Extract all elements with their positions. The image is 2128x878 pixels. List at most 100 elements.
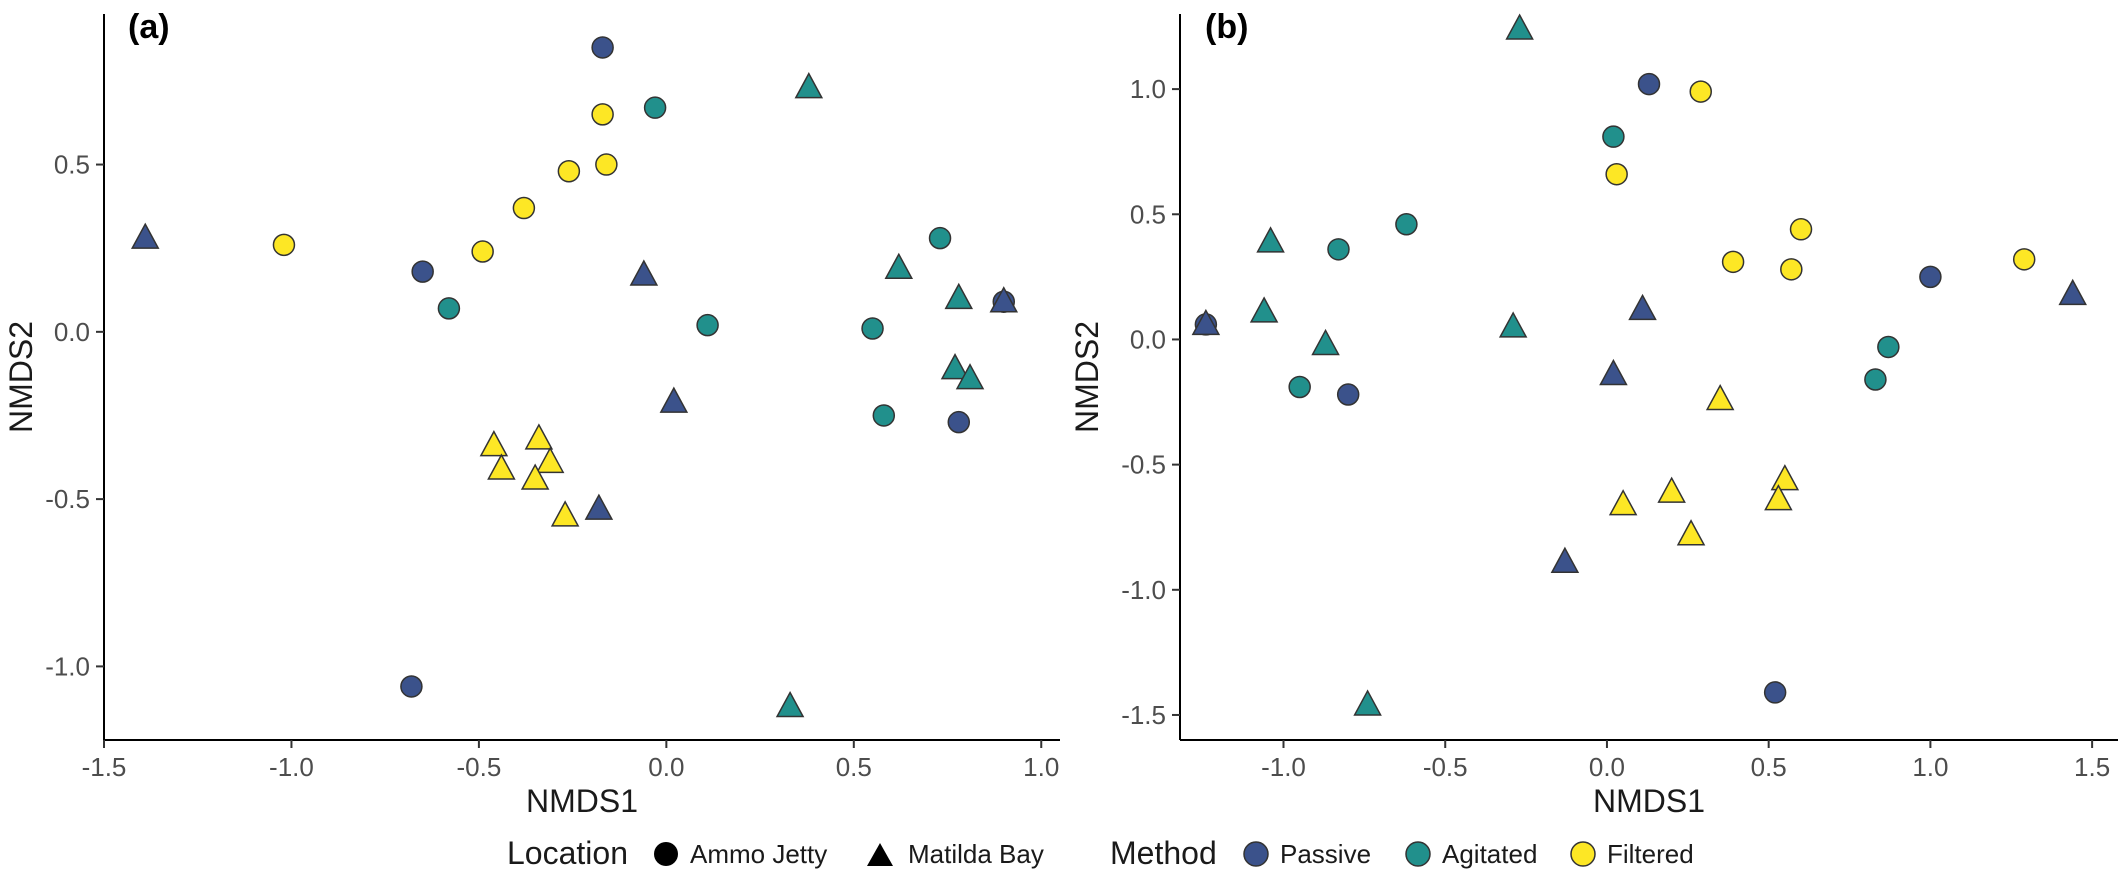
panel-a-point-filtered-circle xyxy=(471,240,494,263)
panel-a-y-axis-title: NMDS2 xyxy=(3,321,39,433)
panel-b-x-tick-label: 1.5 xyxy=(2074,752,2110,782)
panel-b-point-filtered-triangle xyxy=(1705,383,1735,411)
panel-a-point-filtered-triangle xyxy=(520,463,550,490)
legend-filtered-swatch xyxy=(1570,841,1596,867)
legend-triangle-icon xyxy=(867,843,893,866)
panel-b-x-tick-label: -1.0 xyxy=(1261,752,1306,782)
panel-a-point-passive-circle xyxy=(400,675,423,698)
panel-a-point-agitated-triangle xyxy=(944,282,974,310)
panel-a-point-filtered-triangle xyxy=(524,423,554,450)
legend-ammo-jetty-label: Ammo Jetty xyxy=(690,839,827,869)
panel-a-point-agitated-circle xyxy=(861,317,884,340)
panel-b-point-passive-circle xyxy=(1763,681,1787,704)
panel-b-point-agitated-circle xyxy=(1288,375,1311,399)
panel-a-point-passive-triangle xyxy=(659,386,689,413)
panel-b-point-agitated-triangle xyxy=(1498,311,1528,338)
panel-a-point-passive-triangle xyxy=(989,286,1019,313)
panel-a-y-tick-label: -1.0 xyxy=(45,651,90,681)
panel-a-point-passive-circle xyxy=(947,410,971,434)
panel-b-point-agitated-triangle xyxy=(1505,13,1534,40)
panel-b-x-axis-title: NMDS1 xyxy=(1593,783,1705,819)
panel-b-point-agitated-triangle xyxy=(1311,328,1340,356)
legend-agitated-swatch xyxy=(1405,841,1431,867)
panel-b-point-passive-circle xyxy=(1637,72,1661,96)
panel-b-point-filtered-circle xyxy=(1789,218,1813,241)
panel-a-point-filtered-circle xyxy=(272,233,296,257)
panel-b-point-filtered-circle xyxy=(1721,250,1745,274)
panel-b-point-filtered-triangle xyxy=(1676,519,1706,546)
panel-b-point-agitated-circle xyxy=(1395,213,1418,236)
legend-location-title: Location xyxy=(507,835,628,871)
panel-b-point-filtered-circle xyxy=(2012,248,2036,271)
panel-b-x-tick-label: 0.5 xyxy=(1751,752,1787,782)
panel-a-point-agitated-circle xyxy=(696,313,719,337)
panel-a-point-passive-triangle xyxy=(130,222,160,249)
panel-a-point-agitated-triangle xyxy=(884,252,914,280)
panel-b-y-tick-label: 1.0 xyxy=(1130,74,1166,104)
panel-a-point-filtered-triangle xyxy=(487,453,516,480)
panel-b-point-agitated-circle xyxy=(1864,368,1887,391)
panel-b-point-passive-triangle xyxy=(1628,293,1657,321)
panel-a-point-passive-triangle xyxy=(629,259,659,286)
panel-a-point-passive-circle xyxy=(411,260,434,283)
legend-method-title: Method xyxy=(1110,835,1217,871)
panel-b-y-tick-label: 0.0 xyxy=(1130,324,1166,354)
panel-b-point-filtered-triangle xyxy=(1770,464,1800,491)
panel-a-point-agitated-circle xyxy=(928,226,952,250)
panel-a-point-agitated-triangle xyxy=(955,363,985,390)
panel-b-y-tick-label: -1.0 xyxy=(1121,575,1166,605)
panel-b-point-filtered-circle xyxy=(1780,258,1803,281)
panel-a-x-tick-label: 0.5 xyxy=(836,752,872,782)
panel-b-point-agitated-triangle xyxy=(1249,296,1279,323)
legend-matilda-bay-label: Matilda Bay xyxy=(908,839,1044,869)
panel-b-point-filtered-triangle xyxy=(1657,476,1686,503)
panel-a-x-tick-label: 1.0 xyxy=(1023,752,1059,782)
panel-b-point-passive-triangle xyxy=(1191,308,1221,336)
panel-a-point-agitated-triangle xyxy=(775,690,805,718)
panel-b-point-filtered-triangle xyxy=(1764,484,1793,511)
panel-b-point-passive-circle xyxy=(1919,265,1942,289)
panel-a-point-filtered-triangle xyxy=(479,430,509,457)
panel-b-point-agitated-triangle xyxy=(1353,689,1382,716)
panel-a-point-agitated-circle xyxy=(872,404,896,427)
panel-b-point-agitated-circle xyxy=(1602,125,1625,148)
panel-a-point-filtered-triangle xyxy=(550,500,580,527)
panel-b-x-tick-label: 0.0 xyxy=(1589,752,1625,782)
panel-b-x-tick-label: -0.5 xyxy=(1423,752,1468,782)
panel-b-y-tick-label: -1.5 xyxy=(1121,700,1166,730)
panel-b-y-tick-label: 0.5 xyxy=(1130,199,1166,229)
panel-a-x-tick-label: -0.5 xyxy=(456,752,501,782)
panel-b-point-filtered-circle xyxy=(1605,162,1628,186)
panel-a-y-tick-label: 0.0 xyxy=(54,317,90,347)
panel-a-x-tick-label: -1.5 xyxy=(82,752,127,782)
panel-a-y-tick-label: 0.5 xyxy=(54,150,90,180)
legend-circle-icon xyxy=(654,842,678,866)
panel-b-y-axis-title: NMDS2 xyxy=(1069,321,1105,433)
panel-a-point-agitated-triangle xyxy=(940,353,970,380)
panel-b-point-passive-triangle xyxy=(2058,278,2087,306)
legend: Location Ammo Jetty Matilda Bay Method P… xyxy=(507,835,1694,871)
legend-passive-swatch xyxy=(1243,841,1269,867)
panel-a-point-agitated-circle xyxy=(437,297,461,320)
panel-a: -1.5 -1.0 -0.5 0.0 0.5 1.0 -1.0 -0.5 0.0 0.5 NMDS1… xyxy=(3,8,1060,819)
panel-b-point-passive-triangle xyxy=(1599,358,1628,386)
panel-a-point-filtered-circle xyxy=(557,159,581,183)
legend-filtered-label: Filtered xyxy=(1607,839,1694,869)
panel-a-x-axis-title: NMDS1 xyxy=(526,783,638,819)
panel-b-x-tick-label: 1.0 xyxy=(1912,752,1948,782)
panel-b-point-agitated-circle xyxy=(1327,238,1350,261)
panel-b-point-filtered-circle xyxy=(1689,80,1713,103)
panel-a-label: (a) xyxy=(128,8,170,46)
panel-b-point-passive-triangle xyxy=(1550,546,1580,574)
legend-passive-label: Passive xyxy=(1280,839,1371,869)
panel-b-point-agitated-circle xyxy=(1877,335,1900,359)
panel-a-point-passive-triangle xyxy=(584,493,614,520)
panel-b-point-passive-circle xyxy=(1336,383,1360,406)
panel-b: -1.0 -0.5 0.0 0.5 1.0 1.5 -1.5 -1.0 -0.5 0.0 0.5 1.… xyxy=(1069,8,2118,819)
panel-b-point-filtered-triangle xyxy=(1608,489,1638,516)
panel-a-point-agitated-circle xyxy=(643,96,667,119)
panel-a-x-tick-label: 0.0 xyxy=(648,752,684,782)
panel-a-point-filtered-circle xyxy=(595,153,618,176)
legend-agitated-label: Agitated xyxy=(1442,839,1537,869)
